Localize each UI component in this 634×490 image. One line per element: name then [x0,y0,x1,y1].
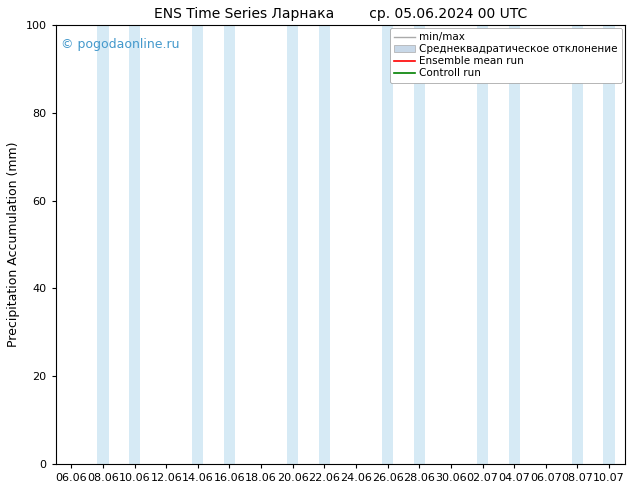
Bar [382,25,393,464]
Bar [192,25,204,464]
Text: © pogodaonline.ru: © pogodaonline.ru [61,38,179,51]
Bar [477,25,488,464]
Bar [129,25,140,464]
Bar [98,25,108,464]
Legend: min/max, Среднеквадратическое отклонение, Ensemble mean run, Controll run: min/max, Среднеквадратическое отклонение… [390,28,622,83]
Bar [572,25,583,464]
Bar [604,25,614,464]
Bar [319,25,330,464]
Bar [287,25,298,464]
Title: ENS Time Series Ларнака        ср. 05.06.2024 00 UTC: ENS Time Series Ларнака ср. 05.06.2024 0… [153,7,527,21]
Y-axis label: Precipitation Accumulation (mm): Precipitation Accumulation (mm) [7,142,20,347]
Bar [224,25,235,464]
Bar [508,25,520,464]
Bar [414,25,425,464]
